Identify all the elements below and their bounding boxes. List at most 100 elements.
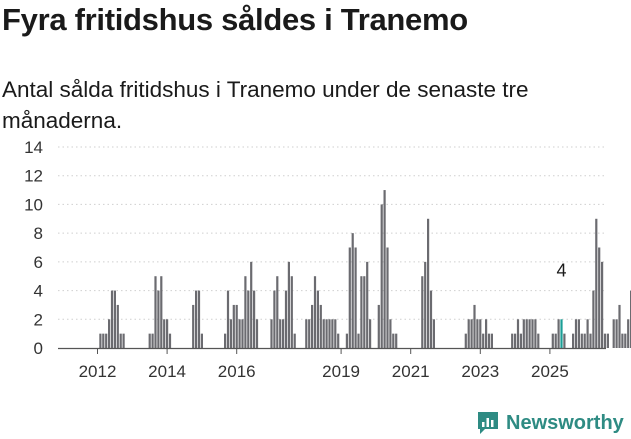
bar xyxy=(624,333,627,348)
bar xyxy=(467,319,470,348)
bars xyxy=(99,190,631,348)
bar xyxy=(325,319,328,348)
brand-name: Newsworthy xyxy=(506,411,624,434)
bar xyxy=(119,333,122,348)
bar xyxy=(377,304,380,348)
bar xyxy=(366,261,369,348)
bar xyxy=(250,261,253,348)
bar xyxy=(612,319,615,348)
x-tick-label: 2012 xyxy=(79,362,117,381)
bar xyxy=(360,276,363,348)
bar xyxy=(482,333,485,348)
bar xyxy=(229,319,232,348)
bar xyxy=(369,319,372,348)
bar xyxy=(424,261,427,348)
bar xyxy=(273,290,276,348)
bar xyxy=(528,319,531,348)
y-tick-label: 0 xyxy=(34,339,43,358)
bar xyxy=(311,304,314,348)
bar xyxy=(282,319,285,348)
highlight-data-label: 4 xyxy=(556,261,566,281)
bar xyxy=(276,276,279,348)
bar xyxy=(331,319,334,348)
x-tick-label: 2025 xyxy=(531,362,569,381)
bar xyxy=(429,290,433,348)
bar xyxy=(592,290,595,348)
bar xyxy=(255,319,259,348)
bar xyxy=(154,276,157,348)
bar xyxy=(519,333,522,348)
bar xyxy=(305,319,308,348)
y-tick-label: 6 xyxy=(34,253,43,272)
bar xyxy=(577,319,580,348)
bar xyxy=(554,333,557,348)
bar xyxy=(522,319,525,348)
bar xyxy=(516,319,520,348)
bar xyxy=(621,333,624,348)
bar xyxy=(551,333,554,348)
bar xyxy=(293,333,296,348)
bar xyxy=(354,247,357,348)
bar xyxy=(122,333,125,348)
bar xyxy=(148,333,151,348)
bar xyxy=(479,319,482,348)
bar xyxy=(586,319,589,348)
bar xyxy=(557,319,560,348)
bar xyxy=(247,290,250,348)
y-tick-label: 10 xyxy=(24,195,43,214)
bar xyxy=(287,261,290,348)
y-tick-label: 12 xyxy=(24,167,43,186)
bar xyxy=(192,304,195,348)
page-title: Fyra fritidshus såldes i Tranemo xyxy=(2,2,468,37)
bar xyxy=(168,333,172,348)
bar xyxy=(574,319,578,348)
bar xyxy=(357,333,360,348)
bar xyxy=(290,276,293,348)
bar xyxy=(284,290,288,348)
bar xyxy=(563,333,566,348)
bar xyxy=(308,319,311,348)
bar xyxy=(322,319,325,348)
bar xyxy=(313,276,317,348)
bar xyxy=(232,304,235,348)
bar xyxy=(224,333,227,348)
bar xyxy=(197,290,201,348)
bar xyxy=(476,319,479,348)
bar xyxy=(238,319,241,348)
bar xyxy=(380,204,383,348)
bar xyxy=(345,333,348,348)
bar-chart: 0 2 4 6 8 10 12 14 2012 2014 2016 2019 2021 2023 2025… xyxy=(24,138,631,381)
bar xyxy=(235,304,238,348)
bar xyxy=(116,304,119,348)
bar xyxy=(99,333,102,348)
y-tick-label: 2 xyxy=(34,310,43,329)
bar xyxy=(601,261,604,348)
bar xyxy=(485,319,488,348)
bar xyxy=(270,319,273,348)
bar xyxy=(627,319,630,348)
bar xyxy=(195,290,198,348)
bar xyxy=(105,333,108,348)
bar xyxy=(531,319,534,348)
bar xyxy=(432,319,435,348)
bar xyxy=(421,276,424,348)
bar xyxy=(363,276,366,348)
bar xyxy=(166,319,169,348)
bar xyxy=(316,290,319,348)
bar xyxy=(200,333,203,348)
bar xyxy=(589,333,592,348)
bar xyxy=(534,319,537,348)
bar xyxy=(383,190,386,348)
y-tick-label: 14 xyxy=(24,138,43,157)
bar xyxy=(392,333,395,348)
bar xyxy=(606,333,609,348)
x-axis xyxy=(58,347,606,354)
bar xyxy=(583,333,586,348)
bar xyxy=(334,319,337,348)
bar xyxy=(110,290,114,348)
bar xyxy=(113,290,116,348)
bar xyxy=(328,319,331,348)
bar xyxy=(427,218,430,348)
x-tick-label: 2016 xyxy=(218,362,256,381)
bar xyxy=(487,333,491,348)
